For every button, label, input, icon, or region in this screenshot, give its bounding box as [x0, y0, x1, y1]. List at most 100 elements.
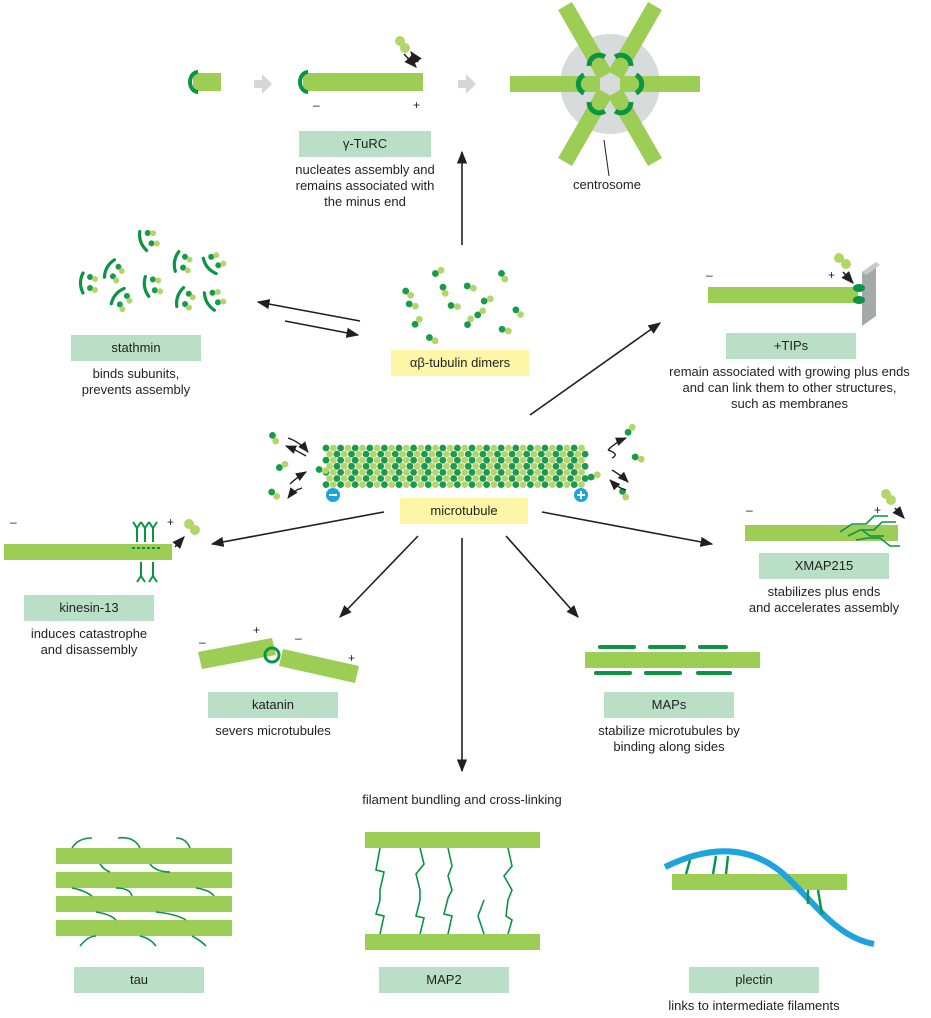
intermediate-filament [663, 848, 875, 947]
map2-label: MAP2 [379, 967, 509, 993]
tubulin-dimer-icon [315, 466, 329, 475]
stathmin-tubulin-complexes [78, 229, 227, 313]
tau-illustration [56, 836, 232, 947]
tubulin-dimer-icon [426, 334, 439, 345]
tau-filaments [56, 848, 232, 936]
tau-protein-icon [71, 836, 215, 947]
xmap215-description: stabilizes plus ends and accelerates ass… [748, 584, 900, 615]
minus-end-sign: – [313, 98, 320, 112]
map-protein-icon [594, 645, 732, 675]
stathmin-complex-icon [78, 271, 98, 295]
centrosome-label: centrosome [573, 177, 641, 192]
tubulin-dimer-icon [405, 300, 419, 310]
gamma-turc-ring-icon [575, 52, 645, 116]
tubulin-dimer-icon [269, 432, 280, 445]
tubulin-dimer-icon [463, 282, 477, 292]
arrow-to-xmap215 [541, 511, 714, 547]
tubulin-dimer-icon [402, 287, 415, 299]
stathmin-complex-icon [137, 229, 160, 253]
plectin-protein-icon [684, 855, 824, 915]
tubulin-dimer-icon [834, 253, 851, 269]
pathway-arrows [210, 150, 714, 773]
maps-illustration [585, 645, 760, 675]
minus-end-sign: – [295, 631, 302, 645]
stathmin-complex-icon [201, 252, 227, 276]
filament [672, 874, 847, 890]
exchange-arrow [841, 271, 854, 284]
microtubule-lattice [322, 444, 589, 488]
centrosome-body [560, 34, 660, 134]
ghost-arrow-icon [254, 74, 272, 94]
free-tubulin-dimers [402, 266, 524, 345]
severed-filament-right [279, 649, 359, 683]
filament [4, 544, 172, 560]
tubulin-dimer-icon [276, 460, 289, 471]
katanin-illustration [198, 638, 359, 683]
ghost-arrow-icon [458, 74, 476, 94]
tubulin-dimer-icon [464, 315, 475, 328]
tubulin-dimer-icon [439, 283, 449, 297]
exchange-arrow [403, 53, 417, 68]
release-arrow [172, 536, 185, 549]
gamma-turc-ring-icon [188, 70, 198, 94]
filament [708, 287, 858, 303]
map2-illustration [365, 832, 540, 950]
exchange-arrow [892, 506, 905, 519]
tubulin-dimer-icon [268, 488, 281, 500]
minus-end-sign: – [746, 503, 753, 517]
xmap215-protein-icon [839, 515, 900, 547]
tubulin-dimer-icon [624, 423, 636, 436]
tips-label: +TIPs [726, 333, 856, 359]
arrow-to-stathmin [256, 299, 361, 322]
kinesin-13-description: induces catastrophe and disassembly [30, 626, 148, 657]
tubulin-dimer-icon [474, 307, 487, 319]
exchange-arrow [410, 50, 422, 65]
plus-end-sign: + [874, 503, 882, 517]
stathmin-complex-icon [174, 285, 196, 311]
arrow-to-maps [505, 535, 579, 618]
centrosome [510, 2, 700, 177]
tubulin-dimers-label: αβ-tubulin dimers [391, 350, 529, 376]
tubulin-dimer-icon [587, 471, 601, 481]
stathmin-complex-icon [172, 250, 193, 274]
tubulin-dimer-icon [881, 489, 896, 505]
stathmin-complex-icon [142, 275, 164, 298]
kinesin-13-label: kinesin-13 [24, 595, 154, 621]
arrow-to-katanin [339, 535, 419, 618]
tubulin-dimer-icon [512, 306, 524, 318]
short-filament [193, 73, 221, 91]
arrow-to-kinesin [210, 511, 385, 547]
microtubule-label: microtubule [400, 498, 528, 524]
minus-end-sign: – [10, 515, 17, 529]
plus-end-sign: + [167, 515, 175, 529]
plectin-label: plectin [689, 967, 819, 993]
filament [745, 525, 898, 541]
xmap215-illustration [745, 489, 905, 547]
kinesin-motor-icon [132, 521, 160, 583]
tubulin-dimer-icon [411, 315, 423, 328]
gamma-turc-sequence [188, 36, 476, 94]
tubulin-dimer-icon [432, 266, 445, 277]
plus-end-sign: + [348, 651, 356, 665]
katanin-description: severs microtubules [215, 723, 331, 738]
gamma-turc-label: γ-TuRC [299, 131, 431, 157]
tip-protein-icon [853, 296, 865, 304]
bundling-caption: filament bundling and cross-linking [362, 792, 562, 807]
minus-end-sign: – [706, 268, 713, 282]
stathmin-description: binds subunits, prevents assembly [81, 366, 191, 397]
plus-end-sign: + [413, 98, 421, 112]
kinesin-illustration [4, 519, 200, 583]
gamma-turc-description: nucleates assembly and remains associate… [295, 162, 435, 209]
tubulin-dimer-icon [631, 453, 645, 463]
plectin-illustration [663, 848, 875, 947]
arrow-from-stathmin [284, 320, 360, 338]
microtubule-ends [326, 488, 588, 502]
tips-description: remain associated with growing plus ends… [669, 364, 910, 411]
tubulin-dimer-icon [498, 270, 509, 283]
tubulin-dimer-icon [184, 519, 200, 535]
plus-end-sign: + [253, 623, 261, 637]
end-dimer-exchange [268, 423, 645, 501]
stathmin-complex-icon [109, 286, 133, 313]
tubulin-dimer-icon [395, 36, 410, 53]
